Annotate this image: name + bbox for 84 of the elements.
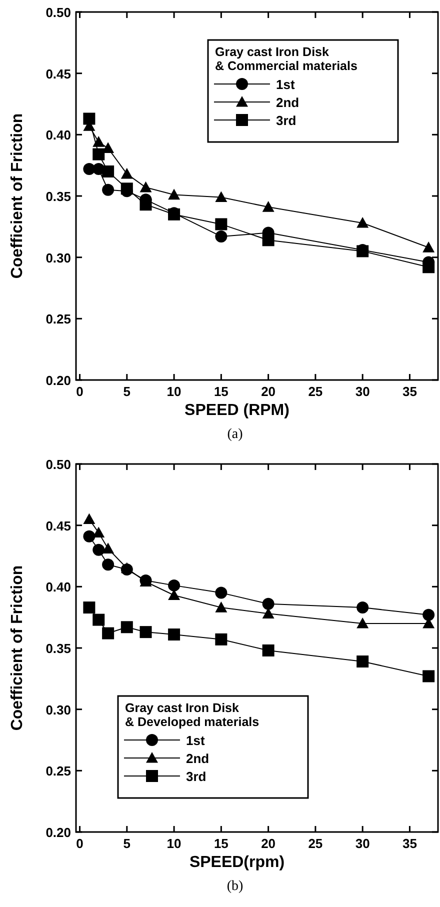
legend-label: 3rd: [276, 113, 296, 128]
x-tick-label: 30: [355, 836, 370, 851]
point: [102, 558, 114, 571]
point: [83, 112, 96, 125]
point: [92, 148, 105, 160]
point: [215, 230, 228, 242]
legend-label: 2nd: [276, 95, 300, 110]
point: [168, 628, 180, 641]
y-tick-label: 0.35: [46, 641, 71, 656]
point: [422, 608, 435, 621]
x-tick-label: 35: [402, 836, 417, 851]
y-tick-label: 0.40: [46, 128, 71, 143]
point: [83, 513, 96, 524]
text: (b): [226, 879, 244, 894]
point: [422, 670, 435, 682]
point: [215, 633, 228, 646]
point: [140, 626, 152, 638]
point: [422, 242, 435, 252]
point: [356, 617, 369, 628]
point: [356, 216, 369, 228]
x-tick-label: 20: [261, 836, 276, 851]
x-tick-label: 20: [261, 384, 276, 399]
legend-title: Gray cast Iron Disk & Developed materials: [125, 701, 260, 729]
y-tick-label: 0.20: [46, 373, 71, 388]
y-tick-label: 0.25: [46, 764, 71, 779]
point: [140, 181, 152, 192]
x-tick-label: 15: [214, 836, 228, 851]
x-tick-label: 30: [355, 384, 370, 399]
y-axis-title: Coefficient of Friction: [9, 113, 26, 279]
point: [422, 261, 435, 274]
x-tick-label: 10: [166, 836, 182, 851]
point: [102, 627, 114, 640]
x-axis-title: SPEED (RPM): [184, 402, 290, 419]
point: [168, 188, 180, 200]
x-tick-label: 0: [76, 384, 84, 399]
x-tick-label: 10: [166, 384, 182, 399]
point: [92, 136, 105, 147]
x-tick-label: 35: [402, 384, 417, 399]
point: [92, 544, 105, 556]
point: [83, 530, 96, 542]
point: [215, 191, 228, 202]
legend-label: 1st: [186, 733, 206, 748]
x-tick-label: 25: [308, 384, 323, 399]
point: [92, 614, 105, 626]
x-tick-label: 0: [76, 836, 84, 851]
point: [83, 602, 96, 614]
legend-title: Gray cast Iron Disk & Commercial materials: [215, 45, 358, 73]
y-tick-label: 0.40: [46, 580, 71, 595]
point: [168, 579, 180, 592]
y-tick-label: 0.50: [46, 5, 71, 20]
x-axis-title: SPEED(rpm): [189, 854, 285, 871]
point: [215, 602, 228, 612]
y-tick-label: 0.25: [46, 312, 71, 327]
x-tick-label: 5: [123, 836, 131, 851]
point: [356, 602, 369, 614]
point: [262, 234, 274, 246]
point: [262, 598, 274, 610]
legend-label: 1st: [276, 77, 296, 92]
y-tick-label: 0.35: [46, 189, 71, 204]
y-tick-label: 0.20: [46, 825, 71, 840]
y-tick-label: 0.45: [46, 518, 71, 534]
point: [120, 182, 133, 195]
x-tick-label: 15: [214, 384, 228, 399]
text: (a): [227, 427, 244, 442]
point: [215, 218, 228, 230]
y-tick-label: 0.30: [46, 702, 71, 718]
point: [120, 168, 133, 179]
point: [215, 586, 228, 599]
point: [102, 184, 114, 196]
legend-label: 3rd: [186, 769, 206, 784]
legend-label: 2nd: [186, 751, 210, 766]
y-axis-title: Coefficient of Friction: [9, 565, 26, 731]
y-tick-label: 0.45: [46, 66, 71, 82]
point: [120, 621, 133, 634]
x-tick-label: 5: [123, 384, 131, 399]
y-tick-label: 0.30: [46, 250, 71, 266]
point: [262, 644, 274, 656]
y-tick-label: 0.50: [46, 457, 71, 472]
point: [262, 201, 274, 212]
x-tick-label: 25: [308, 836, 323, 851]
point: [102, 542, 114, 554]
point: [102, 165, 114, 178]
point: [140, 198, 152, 211]
point: [356, 655, 369, 668]
